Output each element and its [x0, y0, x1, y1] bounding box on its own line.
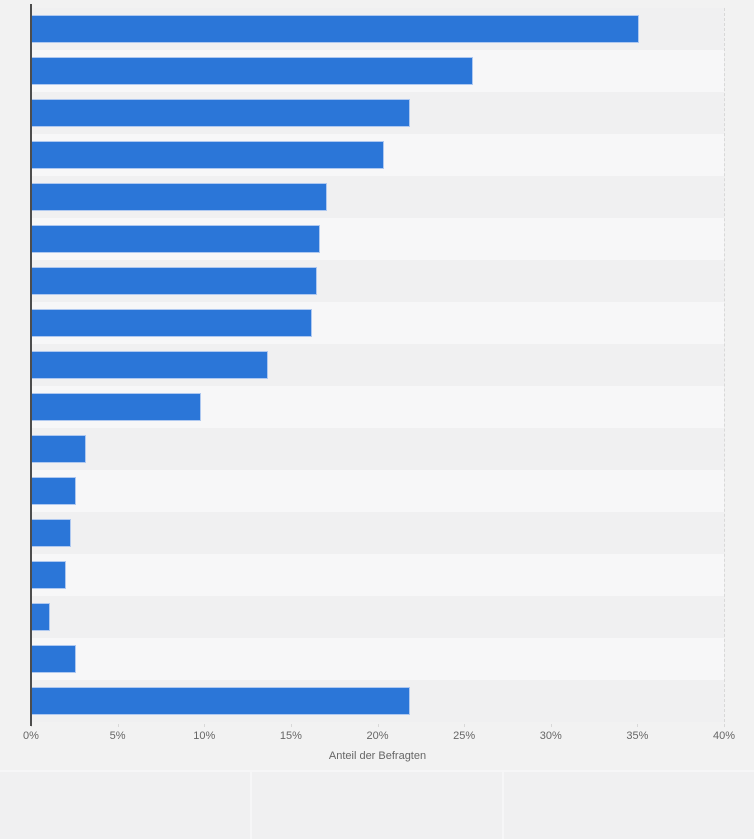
plot-area	[31, 8, 724, 722]
bar[interactable]	[31, 267, 317, 295]
bar[interactable]	[31, 225, 321, 253]
chart-row	[31, 218, 724, 260]
bar[interactable]	[31, 687, 411, 715]
bar[interactable]	[31, 603, 51, 631]
x-tick-label: 35%	[626, 730, 649, 742]
chart-row	[31, 8, 724, 50]
chart-row	[31, 554, 724, 596]
x-tick-label: 30%	[539, 730, 562, 742]
x-tick-label: 10%	[193, 730, 216, 742]
chart-row	[31, 470, 724, 512]
bar[interactable]	[31, 183, 328, 211]
chart-row	[31, 596, 724, 638]
bar[interactable]	[31, 57, 473, 85]
x-tick-label: 40%	[712, 730, 736, 742]
chart-row	[31, 386, 724, 428]
footer-panel	[252, 772, 502, 839]
bar[interactable]	[31, 393, 201, 421]
x-tick-label: 25%	[453, 730, 476, 742]
chart-row	[31, 512, 724, 554]
bar[interactable]	[31, 99, 411, 127]
chart-row	[31, 680, 724, 722]
footer-panel	[504, 772, 754, 839]
chart-row	[31, 134, 724, 176]
x-tick-label: 5%	[109, 730, 126, 742]
bar[interactable]	[31, 645, 76, 673]
chart-row	[31, 176, 724, 218]
bar[interactable]	[31, 435, 87, 463]
bar-chart: 0% 5% 10% 15% 20% 25% 30% 35% 40% Anteil der Bef…	[0, 4, 754, 762]
chart-row	[31, 260, 724, 302]
x-tick-label: 15%	[279, 730, 302, 742]
x-axis-title: Anteil der Befragten	[328, 750, 427, 762]
y-axis-line	[30, 4, 32, 726]
chart-row	[31, 638, 724, 680]
footer-panel	[0, 772, 250, 839]
bar[interactable]	[31, 15, 640, 43]
x-tick-label: 0%	[23, 730, 39, 742]
bar[interactable]	[31, 561, 66, 589]
x-tick-label: 20%	[366, 730, 389, 742]
bar[interactable]	[31, 351, 269, 379]
x-axis-tick-labels: 0% 5% 10% 15% 20% 25% 30% 35% 40%	[0, 730, 754, 744]
bar[interactable]	[31, 141, 385, 169]
footer-area	[0, 770, 754, 839]
chart-row	[31, 302, 724, 344]
chart-row	[31, 344, 724, 386]
chart-row	[31, 50, 724, 92]
chart-row	[31, 92, 724, 134]
bar[interactable]	[31, 477, 76, 505]
bar[interactable]	[31, 519, 71, 547]
chart-row	[31, 428, 724, 470]
bar[interactable]	[31, 309, 312, 337]
gridline	[724, 8, 725, 727]
